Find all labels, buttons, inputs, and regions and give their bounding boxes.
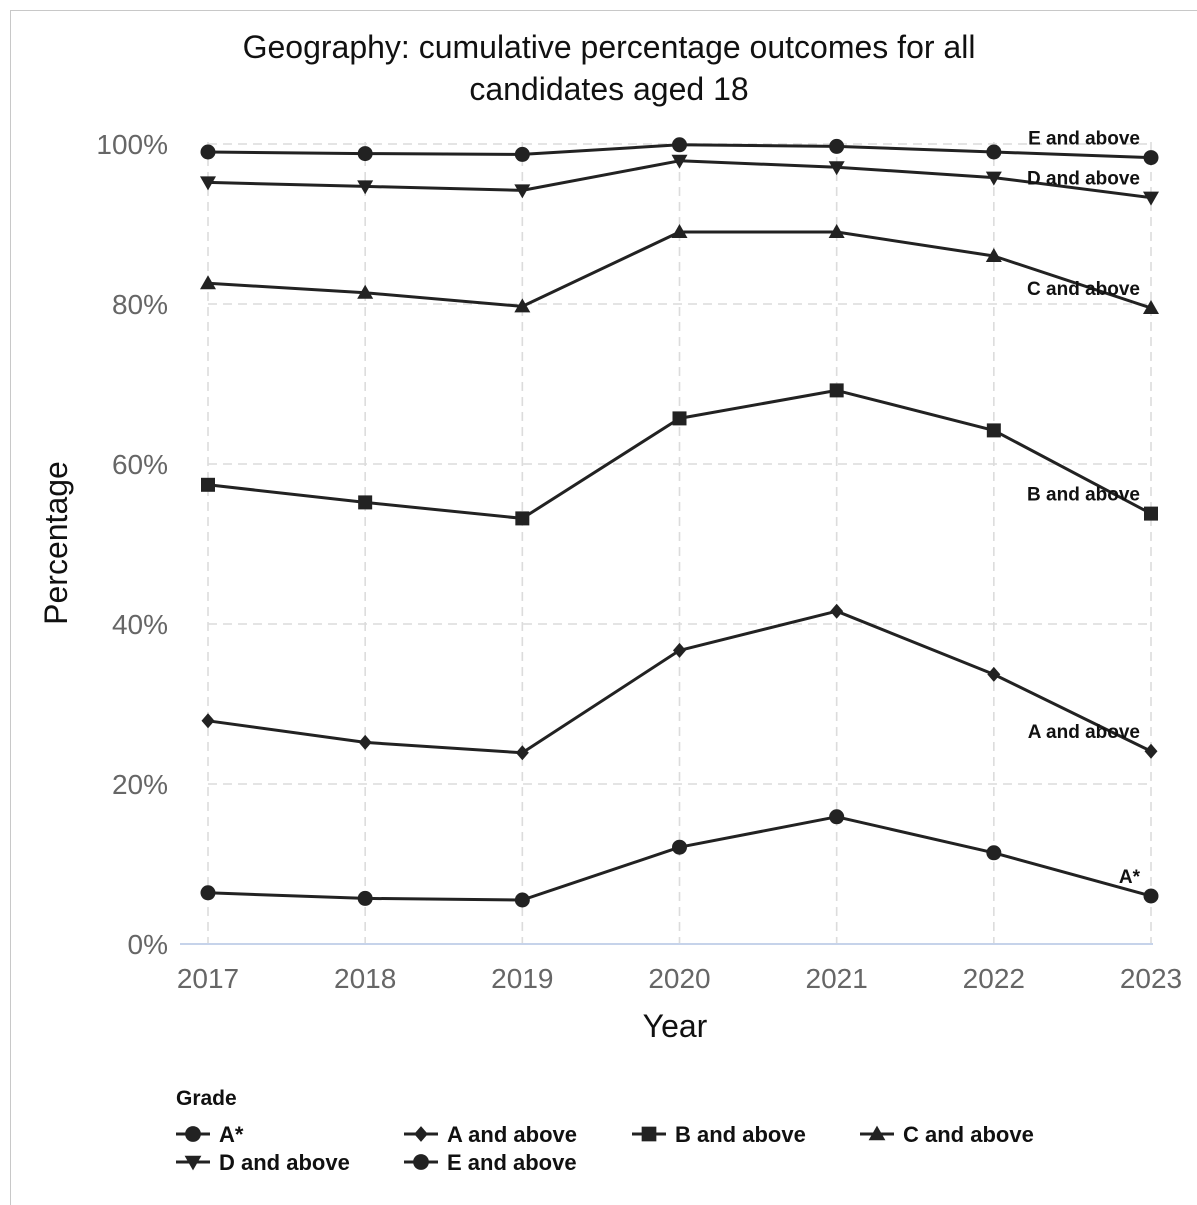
series-a-star bbox=[200, 809, 1159, 908]
y-tick-label: 100% bbox=[96, 129, 168, 160]
data-point bbox=[828, 224, 845, 238]
data-point bbox=[987, 666, 1001, 682]
data-point bbox=[514, 146, 530, 162]
data-point bbox=[986, 845, 1002, 861]
series-end-label: D and above bbox=[1027, 169, 1140, 190]
series-a-and-above bbox=[201, 603, 1158, 761]
series-end-label: E and above bbox=[1028, 129, 1140, 150]
x-tick-label: 2020 bbox=[648, 963, 710, 994]
legend-item-d-and-above: D and above bbox=[176, 1150, 350, 1175]
data-point bbox=[985, 248, 1002, 262]
series-line bbox=[207, 388, 1152, 520]
x-tick-label: 2023 bbox=[1120, 963, 1182, 994]
data-point bbox=[829, 383, 844, 398]
legend-label: D and above bbox=[219, 1150, 350, 1175]
legend-title: Grade bbox=[176, 1087, 237, 1110]
x-axis-title: Year bbox=[643, 1008, 708, 1044]
x-tick-label: 2017 bbox=[177, 963, 239, 994]
x-tick-label: 2019 bbox=[491, 963, 553, 994]
data-point bbox=[1144, 506, 1158, 521]
data-point bbox=[357, 890, 373, 906]
legend-marker bbox=[641, 1126, 657, 1142]
data-point bbox=[671, 224, 688, 238]
legend-label: C and above bbox=[903, 1122, 1034, 1147]
data-point bbox=[201, 477, 215, 492]
series-c-and-above bbox=[200, 224, 1159, 314]
chart-title-line-1: Geography: cumulative percentage outcome… bbox=[243, 29, 976, 65]
legend-marker bbox=[184, 1155, 202, 1171]
legend-marker bbox=[185, 1126, 201, 1142]
legend-label: A and above bbox=[447, 1122, 577, 1147]
series-end-label: A and above bbox=[1028, 722, 1140, 743]
legend-item-b-and-above: B and above bbox=[632, 1122, 806, 1147]
axes: 0% 20% 40% 60% 80% 100% 2017 2018 2019 2020 2021 20… bbox=[96, 129, 1182, 994]
data-point bbox=[828, 161, 845, 176]
data-point bbox=[357, 284, 374, 299]
data-point bbox=[672, 839, 687, 855]
series-end-label: C and above bbox=[1027, 279, 1140, 300]
series-b-and-above bbox=[201, 383, 1158, 526]
x-tick-label: 2018 bbox=[334, 963, 396, 994]
series-labels: A* A and above B and above C and above D and… bbox=[1027, 129, 1141, 888]
data-point bbox=[1143, 150, 1159, 166]
y-tick-label: 80% bbox=[112, 289, 168, 320]
x-tick-label: 2021 bbox=[806, 963, 868, 994]
legend-label: E and above bbox=[447, 1150, 577, 1175]
y-axis-title: Percentage bbox=[38, 461, 74, 625]
data-point bbox=[515, 511, 530, 526]
legend-item-e-and-above: E and above bbox=[404, 1150, 577, 1175]
data-point bbox=[985, 171, 1002, 186]
data-point bbox=[829, 138, 845, 154]
data-point bbox=[514, 892, 530, 908]
data-point bbox=[357, 146, 373, 162]
series-line bbox=[207, 815, 1152, 902]
legend-item-a-and-above: A and above bbox=[404, 1122, 577, 1147]
y-tick-label: 20% bbox=[112, 769, 168, 800]
data-point bbox=[986, 423, 1001, 438]
series-e-and-above bbox=[200, 137, 1159, 166]
series-d-and-above bbox=[200, 154, 1159, 206]
legend: Grade A* A and above B and above C and abov… bbox=[176, 1087, 1034, 1175]
data-point bbox=[200, 144, 216, 160]
legend-item-c-and-above: C and above bbox=[860, 1122, 1034, 1147]
legend-label: B and above bbox=[675, 1122, 806, 1147]
chart-title-line-2: candidates aged 18 bbox=[469, 71, 748, 107]
data-point bbox=[514, 298, 531, 313]
data-point bbox=[672, 411, 687, 426]
data-point bbox=[358, 495, 373, 510]
data-point bbox=[671, 154, 688, 169]
data-point bbox=[200, 885, 216, 901]
data-point bbox=[1143, 888, 1159, 904]
data-point bbox=[357, 180, 374, 195]
chart-title: Geography: cumulative percentage outcome… bbox=[243, 29, 976, 107]
data-point bbox=[672, 137, 687, 153]
data-point bbox=[514, 184, 531, 199]
legend-marker bbox=[413, 1154, 429, 1170]
data-point bbox=[1143, 300, 1159, 314]
data-point bbox=[201, 713, 215, 729]
series bbox=[200, 137, 1159, 908]
data-point bbox=[1143, 191, 1159, 206]
data-point bbox=[515, 745, 529, 761]
legend-marker bbox=[868, 1125, 886, 1141]
data-point bbox=[200, 275, 216, 290]
y-tick-label: 0% bbox=[128, 929, 168, 960]
data-point bbox=[673, 642, 686, 658]
x-tick-label: 2022 bbox=[963, 963, 1025, 994]
legend-label: A* bbox=[219, 1122, 244, 1147]
legend-marker bbox=[414, 1126, 428, 1142]
series-end-label: B and above bbox=[1027, 485, 1140, 506]
y-tick-label: 40% bbox=[112, 609, 168, 640]
data-point bbox=[830, 603, 844, 619]
data-point bbox=[829, 809, 845, 825]
data-point bbox=[200, 176, 216, 191]
data-point bbox=[986, 144, 1002, 160]
data-point bbox=[358, 734, 372, 750]
data-point bbox=[1144, 743, 1158, 759]
y-tick-label: 60% bbox=[112, 449, 168, 480]
chart-frame bbox=[10, 10, 1197, 1205]
legend-item-a-star: A* bbox=[176, 1122, 244, 1147]
series-end-label: A* bbox=[1119, 867, 1141, 888]
